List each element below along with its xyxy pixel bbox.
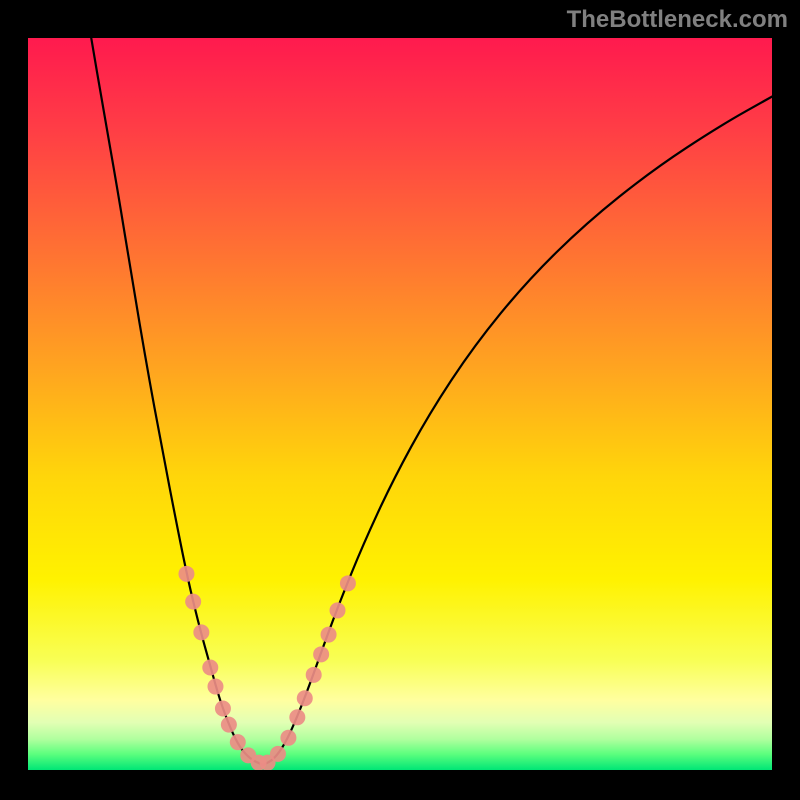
- data-marker: [193, 624, 209, 640]
- data-marker: [270, 746, 286, 762]
- chart-svg: [28, 38, 772, 770]
- data-marker: [289, 709, 305, 725]
- data-marker: [207, 679, 223, 695]
- data-marker: [185, 594, 201, 610]
- data-marker: [297, 690, 313, 706]
- data-marker: [306, 667, 322, 683]
- data-marker: [178, 566, 194, 582]
- data-marker: [340, 575, 356, 591]
- outer-frame: TheBottleneck.com: [0, 0, 800, 800]
- data-marker: [280, 730, 296, 746]
- data-marker: [215, 701, 231, 717]
- data-marker: [313, 646, 329, 662]
- data-marker: [321, 627, 337, 643]
- attribution-text: TheBottleneck.com: [567, 6, 788, 34]
- data-marker: [230, 734, 246, 750]
- data-marker: [202, 660, 218, 676]
- data-marker: [330, 602, 346, 618]
- data-marker: [221, 717, 237, 733]
- gradient-background: [28, 38, 772, 770]
- chart-plot-area: [28, 38, 772, 770]
